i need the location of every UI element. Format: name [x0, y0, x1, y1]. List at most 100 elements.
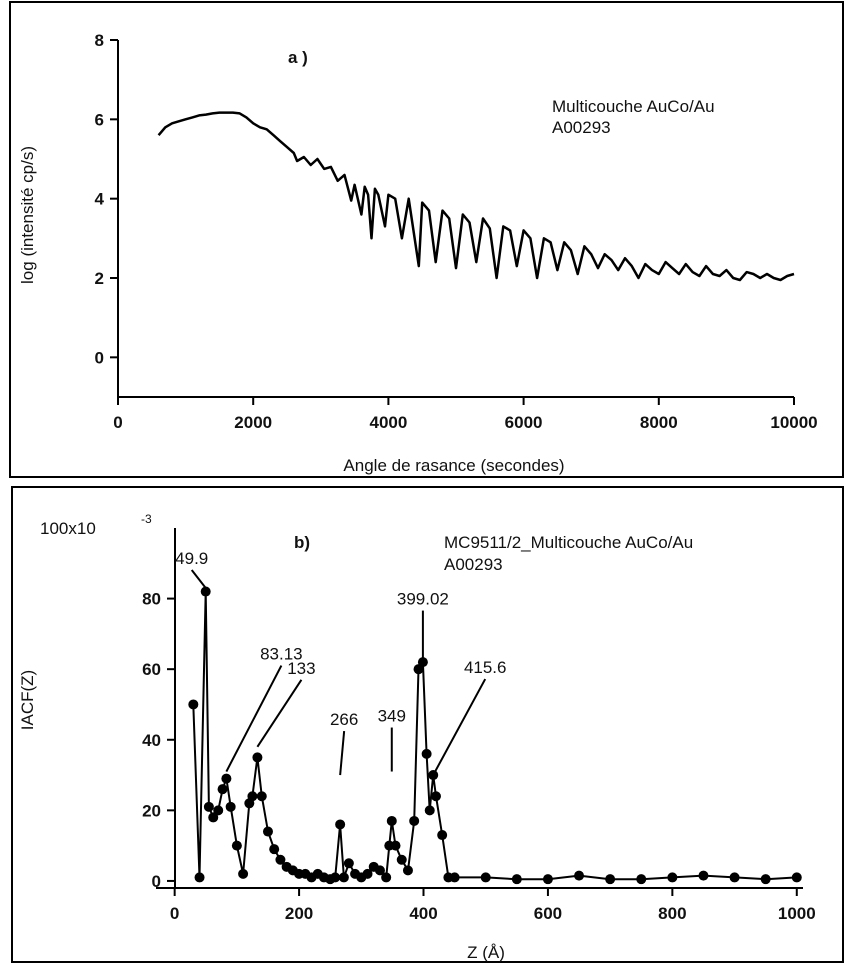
data-point [449, 872, 460, 883]
data-point [396, 854, 407, 865]
panel-b-legend-line-2: A00293 [444, 555, 503, 574]
annotation-leader [339, 730, 346, 776]
annotation-label: 349 [378, 707, 406, 726]
y-tick-label: 4 [95, 190, 105, 209]
y-tick-label: 80 [142, 590, 161, 609]
data-point [424, 805, 435, 816]
annotation-label: 415.6 [464, 658, 507, 677]
x-tick-label: 0 [113, 413, 122, 432]
y-tick-label: 0 [95, 348, 104, 367]
annotation-label: 399.02 [397, 590, 449, 609]
panel-b-legend-line-1: MC9511/2_Multicouche AuCo/Au [444, 533, 693, 552]
data-point [574, 870, 585, 881]
annotation-leader [256, 679, 303, 748]
data-point [269, 844, 280, 855]
data-point [330, 872, 341, 883]
x-tick-label: 400 [409, 904, 437, 923]
x-tick-label: 800 [658, 904, 686, 923]
x-tick-label: 200 [285, 904, 313, 923]
data-point [338, 872, 349, 883]
data-point [252, 752, 263, 763]
panel-b-y-axis-title: IACF(Z) [18, 670, 37, 730]
y-tick-label: 2 [95, 269, 104, 288]
data-point [667, 872, 678, 883]
data-point [217, 784, 228, 795]
data-point [225, 801, 236, 812]
annotation-leader [225, 665, 283, 772]
data-point [221, 773, 232, 784]
data-point [213, 805, 224, 816]
panel-a-frame [9, 1, 844, 478]
data-point [381, 872, 392, 883]
data-point [386, 815, 397, 826]
data-point [362, 868, 373, 879]
data-point [262, 826, 273, 837]
data-point [417, 657, 428, 668]
annotation-leader [190, 569, 207, 589]
x-tick-label: 0 [170, 904, 179, 923]
data-point [374, 865, 385, 876]
x-tick-label: 4000 [369, 413, 407, 432]
data-point [203, 801, 214, 812]
annotation-label: 266 [330, 710, 358, 729]
data-point [256, 791, 267, 802]
series-line [192, 590, 797, 881]
data-point [343, 858, 354, 869]
annotation-leader [432, 678, 487, 776]
panel-b-plot [188, 586, 802, 885]
data-point [636, 874, 647, 885]
annotation-label: 133 [287, 659, 315, 678]
y-tick-label: 40 [142, 731, 161, 750]
data-point [430, 791, 441, 802]
panel-b-frame [11, 486, 844, 963]
data-point [238, 868, 249, 879]
data-point [760, 874, 771, 885]
series-line [157, 111, 795, 282]
y-tick-label: 0 [152, 872, 161, 891]
data-point [480, 872, 491, 883]
y-tick-label: 20 [142, 801, 161, 820]
data-point [231, 840, 242, 851]
data-point [194, 872, 205, 883]
data-point [729, 872, 740, 883]
annotation-label: 49.9 [175, 549, 208, 568]
data-point [247, 791, 258, 802]
y-tick-label: 60 [142, 660, 161, 679]
y-tick-label: 6 [95, 110, 104, 129]
x-tick-label: 2000 [234, 413, 272, 432]
panel-b-y-top-exponent: -3 [141, 512, 152, 526]
panel-a-y-axis-title: log (intensité cp/s) [18, 146, 37, 284]
x-tick-label: 1000 [778, 904, 816, 923]
data-point [698, 870, 709, 881]
annotation-label: 83.13 [260, 645, 303, 664]
data-point [275, 854, 286, 865]
panel-b-x-axis-title: Z (Å) [467, 943, 505, 962]
panel-a-legend-line-1: Multicouche AuCo/Au [552, 97, 715, 116]
data-point [208, 812, 219, 823]
x-tick-label: 6000 [505, 413, 543, 432]
data-point [188, 699, 199, 710]
x-tick-label: 600 [534, 904, 562, 923]
panel-a-axes: 0 2 4 6 8 0 2000 4000 6000 8000 10000 [95, 31, 818, 432]
panel-a-label: a ) [288, 48, 308, 67]
data-point [402, 865, 413, 876]
panel-a-x-axis-title: Angle de rasance (secondes) [343, 456, 564, 475]
data-point [791, 872, 802, 883]
data-point [542, 874, 553, 885]
data-point [421, 748, 432, 759]
panel-a-legend-line-2: A00293 [552, 118, 611, 137]
data-point [437, 830, 448, 841]
data-point [335, 819, 346, 830]
panel-a: 0 2 4 6 8 0 2000 4000 6000 8000 10000 a ) Multicou… [18, 31, 818, 475]
panel-b-y-top-label: 100x10 [40, 519, 96, 538]
x-tick-label: 10000 [770, 413, 817, 432]
panel-a-plot [157, 111, 795, 282]
data-point [409, 815, 420, 826]
panel-b-label: b) [294, 533, 310, 552]
data-point [605, 874, 616, 885]
y-tick-label: 8 [95, 31, 104, 50]
